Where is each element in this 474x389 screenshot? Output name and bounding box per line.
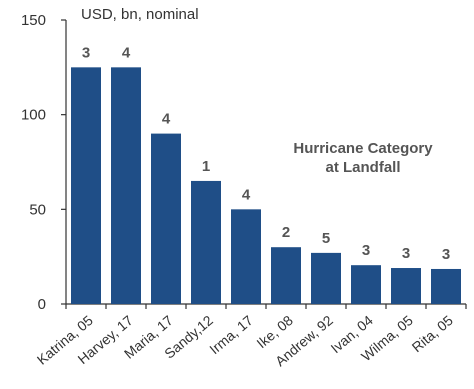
category-annotation-line-2: at Landfall [325,159,400,176]
bar-data-label: 4 [122,44,131,61]
bar-data-label: 4 [162,111,171,128]
bar [231,209,261,304]
bar [431,268,461,304]
y-tick-label: 150 [21,12,46,29]
bar-data-label: 3 [82,44,90,61]
x-tick-label: Rita, 05 [409,312,456,355]
bar [151,133,181,304]
y-tick-label: 0 [38,296,46,313]
y-tick-label: 100 [21,107,46,124]
bar-data-label: 5 [322,230,330,247]
bar-data-label: 4 [242,186,251,203]
bar [311,252,341,304]
bar-data-label: 2 [282,224,290,241]
x-tick-label: Irma, 17 [206,312,256,357]
category-annotation-line-1: Hurricane Category [293,140,433,157]
bar [271,247,301,304]
bar [391,268,421,304]
bar [351,265,381,304]
bar [71,67,101,304]
bar-data-label: 1 [202,158,210,175]
bar-data-label: 3 [442,246,450,263]
y-tick-label: 50 [29,201,46,218]
bar-data-label: 3 [362,242,370,259]
unit-label: USD, bn, nominal [81,6,199,23]
bar [191,180,221,304]
bar-data-label: 3 [402,245,410,262]
bar [111,67,141,304]
